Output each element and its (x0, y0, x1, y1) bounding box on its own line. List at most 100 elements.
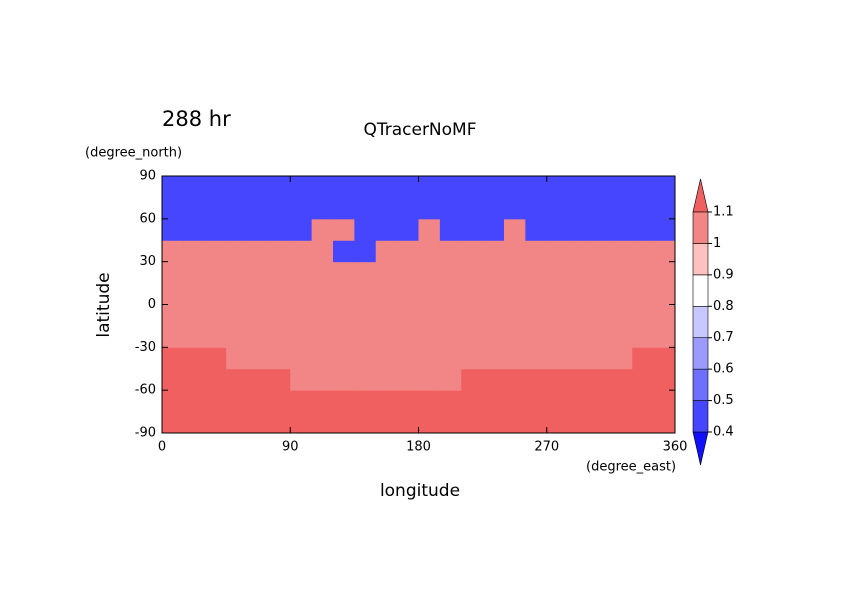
field-cell (461, 197, 484, 220)
field-cell (183, 283, 206, 305)
field-cell (525, 304, 548, 327)
field-cell (439, 240, 462, 263)
colorbar-band (692, 211, 709, 244)
field-cell (183, 347, 206, 370)
field-cell (568, 390, 590, 413)
field-cell (482, 240, 505, 263)
field-cell (268, 304, 291, 327)
field-cell (311, 304, 334, 327)
field-cell (204, 368, 227, 391)
x-axis-label: longitude (380, 481, 460, 501)
field-cell (397, 368, 419, 391)
field-cell (632, 390, 655, 413)
field-cell (354, 304, 377, 327)
colorbar-over (692, 178, 709, 213)
field-cell (418, 218, 441, 241)
field-cell (375, 390, 398, 413)
field-cell (268, 197, 291, 220)
y-tick-label: 90 (139, 169, 156, 184)
field-cell (375, 368, 398, 391)
field-cell (418, 240, 441, 263)
colorbar-label: 0.8 (713, 299, 734, 314)
field-cell (546, 347, 569, 370)
field-cell (397, 347, 419, 370)
field-cell (183, 240, 206, 263)
field-cell (525, 197, 548, 220)
field-cell (268, 218, 291, 241)
field-cell (461, 325, 484, 348)
field-cell (333, 411, 355, 434)
field-cell (397, 283, 419, 305)
field-cell (247, 240, 270, 263)
field-cell (311, 240, 334, 263)
x-units: (degree_east) (586, 460, 676, 475)
field-cell (226, 411, 248, 434)
field-cell (504, 347, 526, 370)
field-cell (397, 261, 419, 284)
field-cell (226, 390, 248, 413)
field-cell (482, 197, 505, 220)
field-cell (589, 368, 612, 391)
field-cell (204, 197, 227, 220)
field-cell (610, 411, 633, 434)
field-cell (204, 411, 227, 434)
field-cell (397, 197, 419, 220)
field-cell (162, 411, 184, 434)
field-cell (226, 197, 248, 220)
field-cell (439, 197, 462, 220)
colorbar-label: 0.4 (713, 425, 734, 440)
field-cell (204, 240, 227, 263)
field-cell (418, 261, 441, 284)
field-cell (568, 347, 590, 370)
field-cell (461, 304, 484, 327)
field-cell (247, 197, 270, 220)
field-cell (632, 240, 655, 263)
field-cell (204, 325, 227, 348)
field-cell (610, 368, 633, 391)
field-cell (226, 240, 248, 263)
field-cell (482, 368, 505, 391)
field-cell (632, 197, 655, 220)
field-cell (204, 390, 227, 413)
field-cell (311, 325, 334, 348)
field-cell (397, 218, 419, 241)
field-cell (461, 218, 484, 241)
field-cell (247, 347, 270, 370)
field-cell (226, 176, 248, 198)
field-cell (247, 390, 270, 413)
field-cell (397, 325, 419, 348)
field-cell (354, 411, 377, 434)
field-cell (525, 390, 548, 413)
field-cell (397, 176, 419, 198)
field-cell (610, 390, 633, 413)
field-cell (162, 347, 184, 370)
field-cell (546, 283, 569, 305)
field-cell (204, 283, 227, 305)
field-cell (568, 197, 590, 220)
field-cell (354, 218, 377, 241)
field-cell (568, 218, 590, 241)
field-cell (333, 347, 355, 370)
field-cell (482, 390, 505, 413)
field-cell (397, 240, 419, 263)
field-cell (546, 218, 569, 241)
field-cell (546, 411, 569, 434)
field-cell (354, 197, 377, 220)
field-cell (589, 411, 612, 434)
field-cell (333, 390, 355, 413)
field-cell (375, 411, 398, 434)
field-cell (653, 347, 676, 370)
field-cell (183, 197, 206, 220)
field-cell (226, 283, 248, 305)
field-cell (482, 261, 505, 284)
field-cell (482, 218, 505, 241)
field-cell (375, 176, 398, 198)
field-cell (311, 197, 334, 220)
field-cell (610, 283, 633, 305)
field-cell (653, 240, 676, 263)
x-tick-label: 270 (534, 440, 559, 455)
field-cell (482, 304, 505, 327)
field-cell (653, 304, 676, 327)
field-cell (589, 304, 612, 327)
field-cell (461, 240, 484, 263)
